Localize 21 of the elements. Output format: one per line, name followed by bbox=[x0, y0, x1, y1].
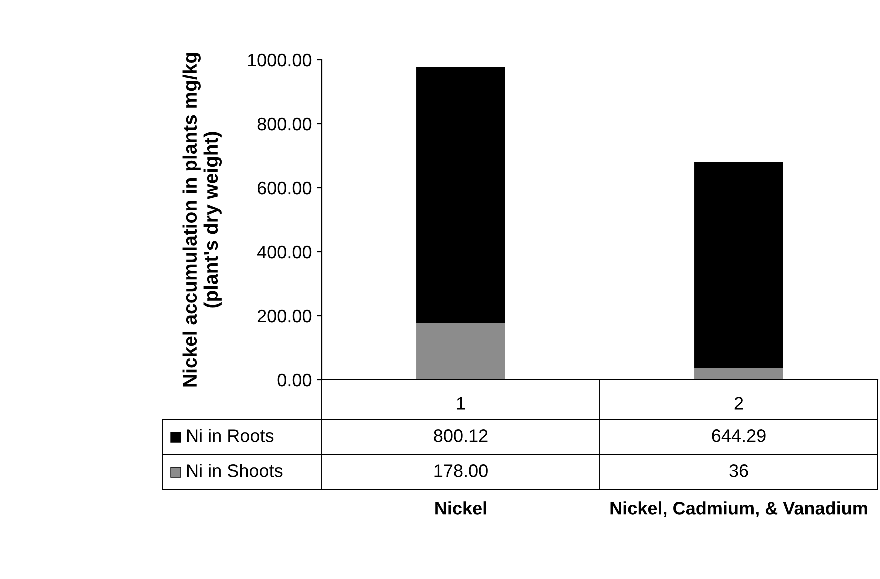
y-axis-title: Nickel accumulation in plants mg/kg (plant's dry weight) bbox=[182, 53, 222, 387]
bar bbox=[694, 368, 784, 380]
bar bbox=[416, 67, 506, 324]
y-tick-label: 0.00 bbox=[278, 374, 312, 387]
data-label: 800.12 bbox=[434, 430, 488, 442]
legend-label: Ni in Roots bbox=[187, 429, 274, 442]
data-label: 178.00 bbox=[434, 464, 488, 478]
x-tick-label: 2 bbox=[734, 397, 744, 410]
y-tick-label: 400.00 bbox=[257, 246, 312, 259]
x-tick-label: 1 bbox=[457, 397, 466, 410]
text: Nickel bbox=[436, 502, 486, 515]
y-tick-label: 200.00 bbox=[258, 310, 312, 323]
y-tick-label: 800.00 bbox=[258, 118, 312, 131]
y-tick-label: 1000.00 bbox=[248, 54, 312, 67]
bar bbox=[416, 323, 506, 380]
y-tick-label: 600.00 bbox=[258, 182, 312, 195]
data-label: 644.29 bbox=[712, 430, 766, 442]
legend-label: Ni in Shoots bbox=[187, 464, 283, 478]
text: Nickel, Cadmium, & Vanadium bbox=[610, 502, 868, 518]
bar bbox=[694, 162, 784, 368]
data-label: 36 bbox=[730, 464, 748, 478]
